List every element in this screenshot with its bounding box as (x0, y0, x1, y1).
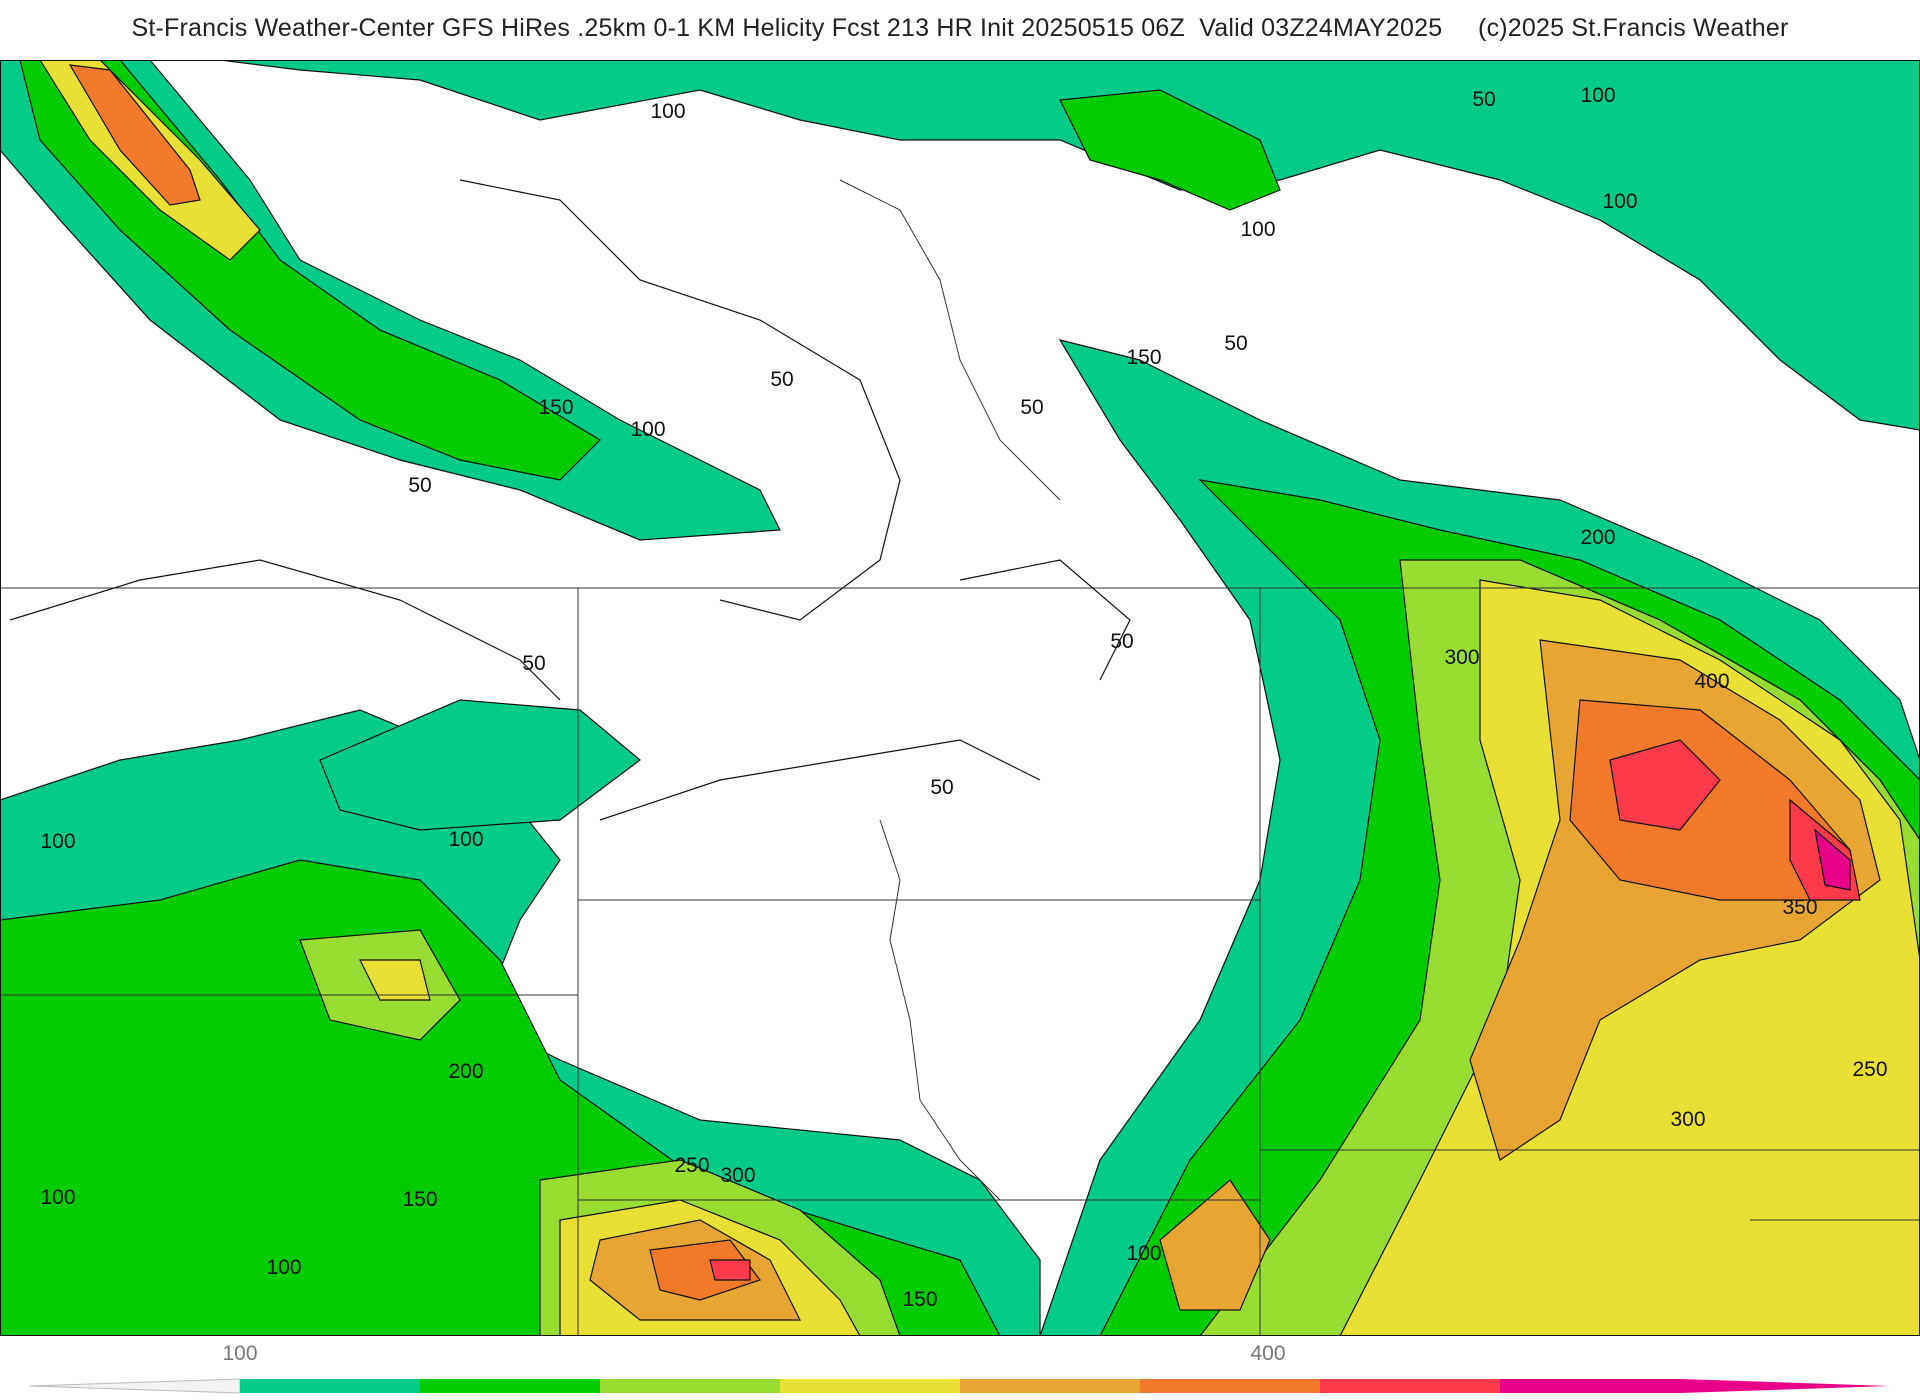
helicity-map: 100 50 100 100 100 150 50 150 100 50 50 … (0, 60, 1920, 1336)
colorbar-swatch (1500, 1379, 1681, 1393)
contour-label: 50 (1472, 88, 1495, 111)
contour-50 (599, 739, 1041, 821)
contour-label: 50 (408, 474, 431, 497)
colorbar-low-arrow (29, 1378, 241, 1394)
contour-label: 50 (1224, 332, 1247, 355)
north-helicity-band (219, 60, 1920, 431)
contour-label: 100 (448, 828, 483, 851)
contour-label: 100 (40, 830, 75, 853)
contour-label: 100 (1602, 190, 1637, 213)
south-deep-orange-patch (649, 1239, 761, 1301)
contour-label: 150 (902, 1288, 937, 1311)
east-magenta-core (1814, 828, 1851, 891)
mid-green-patch (319, 699, 641, 831)
contour-label: 50 (522, 652, 545, 675)
contour-label: 50 (1020, 396, 1043, 419)
contour-labels: 100 50 100 100 100 150 50 150 100 50 50 … (40, 84, 1887, 1311)
contour-label: 100 (630, 418, 665, 441)
river-line (879, 819, 1001, 1201)
colorbar-tick-label: 400 (1250, 1342, 1286, 1365)
contour-label: 150 (538, 396, 573, 419)
contour-label: 150 (1126, 346, 1161, 369)
colorbar-swatch (960, 1379, 1141, 1393)
south-red-patch (709, 1259, 751, 1281)
boundaries-layer (0, 179, 1920, 1336)
contour-label: 300 (720, 1164, 755, 1187)
contour-label: 250 (1852, 1058, 1887, 1081)
contour-lines-layer (9, 179, 1131, 821)
sw-yellow-patch (359, 959, 431, 1001)
contour-label: 200 (1580, 526, 1615, 549)
colorbar-swatch (600, 1379, 781, 1393)
colorbar-high-arrow (1680, 1379, 1890, 1393)
contour-label: 100 (40, 1186, 75, 1209)
nw-helicity-core-orange (68, 64, 201, 206)
contour-label: 400 (1694, 670, 1729, 693)
contour-label: 100 (1126, 1242, 1161, 1265)
map-canvas: 100 50 100 100 100 150 50 150 100 50 50 … (0, 60, 1920, 1336)
colorbar-swatch (1140, 1379, 1321, 1393)
contour-label: 200 (448, 1060, 483, 1083)
contour-label: 300 (1670, 1108, 1705, 1131)
map-title: St-Francis Weather-Center GFS HiRes .25k… (131, 14, 1789, 42)
colorbar: 100 400 (0, 1340, 1920, 1400)
mid-green-patch-2 (1159, 1179, 1271, 1311)
contour-label: 100 (266, 1256, 301, 1279)
contour-50 (459, 179, 901, 621)
colorbar-swatch (420, 1379, 601, 1393)
contour-label: 250 (674, 1154, 709, 1177)
east-red-core (1609, 739, 1721, 831)
contour-label: 100 (1580, 84, 1615, 107)
colorbar-swatch (1320, 1379, 1501, 1393)
contour-50 (959, 559, 1131, 681)
colorbar-tick-label: 100 (222, 1342, 258, 1365)
contour-label: 100 (1240, 218, 1275, 241)
contour-label: 350 (1782, 896, 1817, 919)
colorbar-swatch (240, 1379, 421, 1393)
colorbar-swatches (29, 1378, 1890, 1394)
contour-label: 100 (650, 100, 685, 123)
contour-label: 50 (930, 776, 953, 799)
colorbar-swatch (780, 1379, 961, 1393)
contour-label: 50 (770, 368, 793, 391)
contour-label: 300 (1444, 646, 1479, 669)
contour-label: 150 (402, 1188, 437, 1211)
north-green-patch (1059, 89, 1281, 211)
contour-label: 50 (1110, 630, 1133, 653)
contour-50 (9, 559, 561, 701)
coastline (839, 179, 1061, 501)
